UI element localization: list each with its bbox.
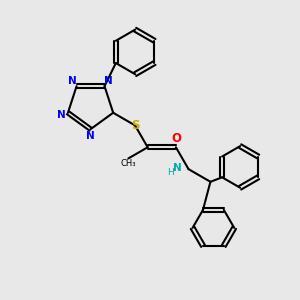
Text: N: N (173, 163, 182, 173)
Text: N: N (68, 76, 77, 86)
Text: N: N (86, 131, 95, 141)
Text: N: N (57, 110, 66, 120)
Text: H: H (167, 168, 173, 177)
Text: N: N (104, 76, 113, 86)
Text: S: S (131, 119, 139, 132)
Text: O: O (172, 133, 182, 146)
Text: CH₃: CH₃ (121, 159, 136, 168)
